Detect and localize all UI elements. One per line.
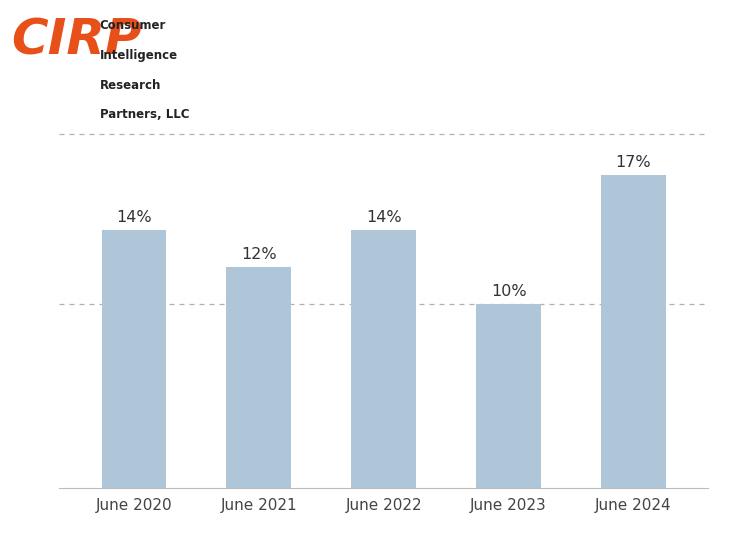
Bar [351,230,416,488]
Text: 17%: 17% [615,155,652,170]
Text: Consumer: Consumer [100,19,166,32]
Text: Partners, LLC: Partners, LLC [100,108,189,121]
Text: 14%: 14% [366,210,401,225]
Bar [227,267,292,488]
Bar [476,304,541,488]
Bar [102,230,167,488]
Bar [601,175,666,488]
Text: Intelligence: Intelligence [100,49,178,62]
Text: CIRP: CIRP [11,16,142,64]
Text: 14%: 14% [116,210,152,225]
Text: 10%: 10% [491,284,526,299]
Text: 12%: 12% [241,247,277,262]
Text: Research: Research [100,79,161,92]
